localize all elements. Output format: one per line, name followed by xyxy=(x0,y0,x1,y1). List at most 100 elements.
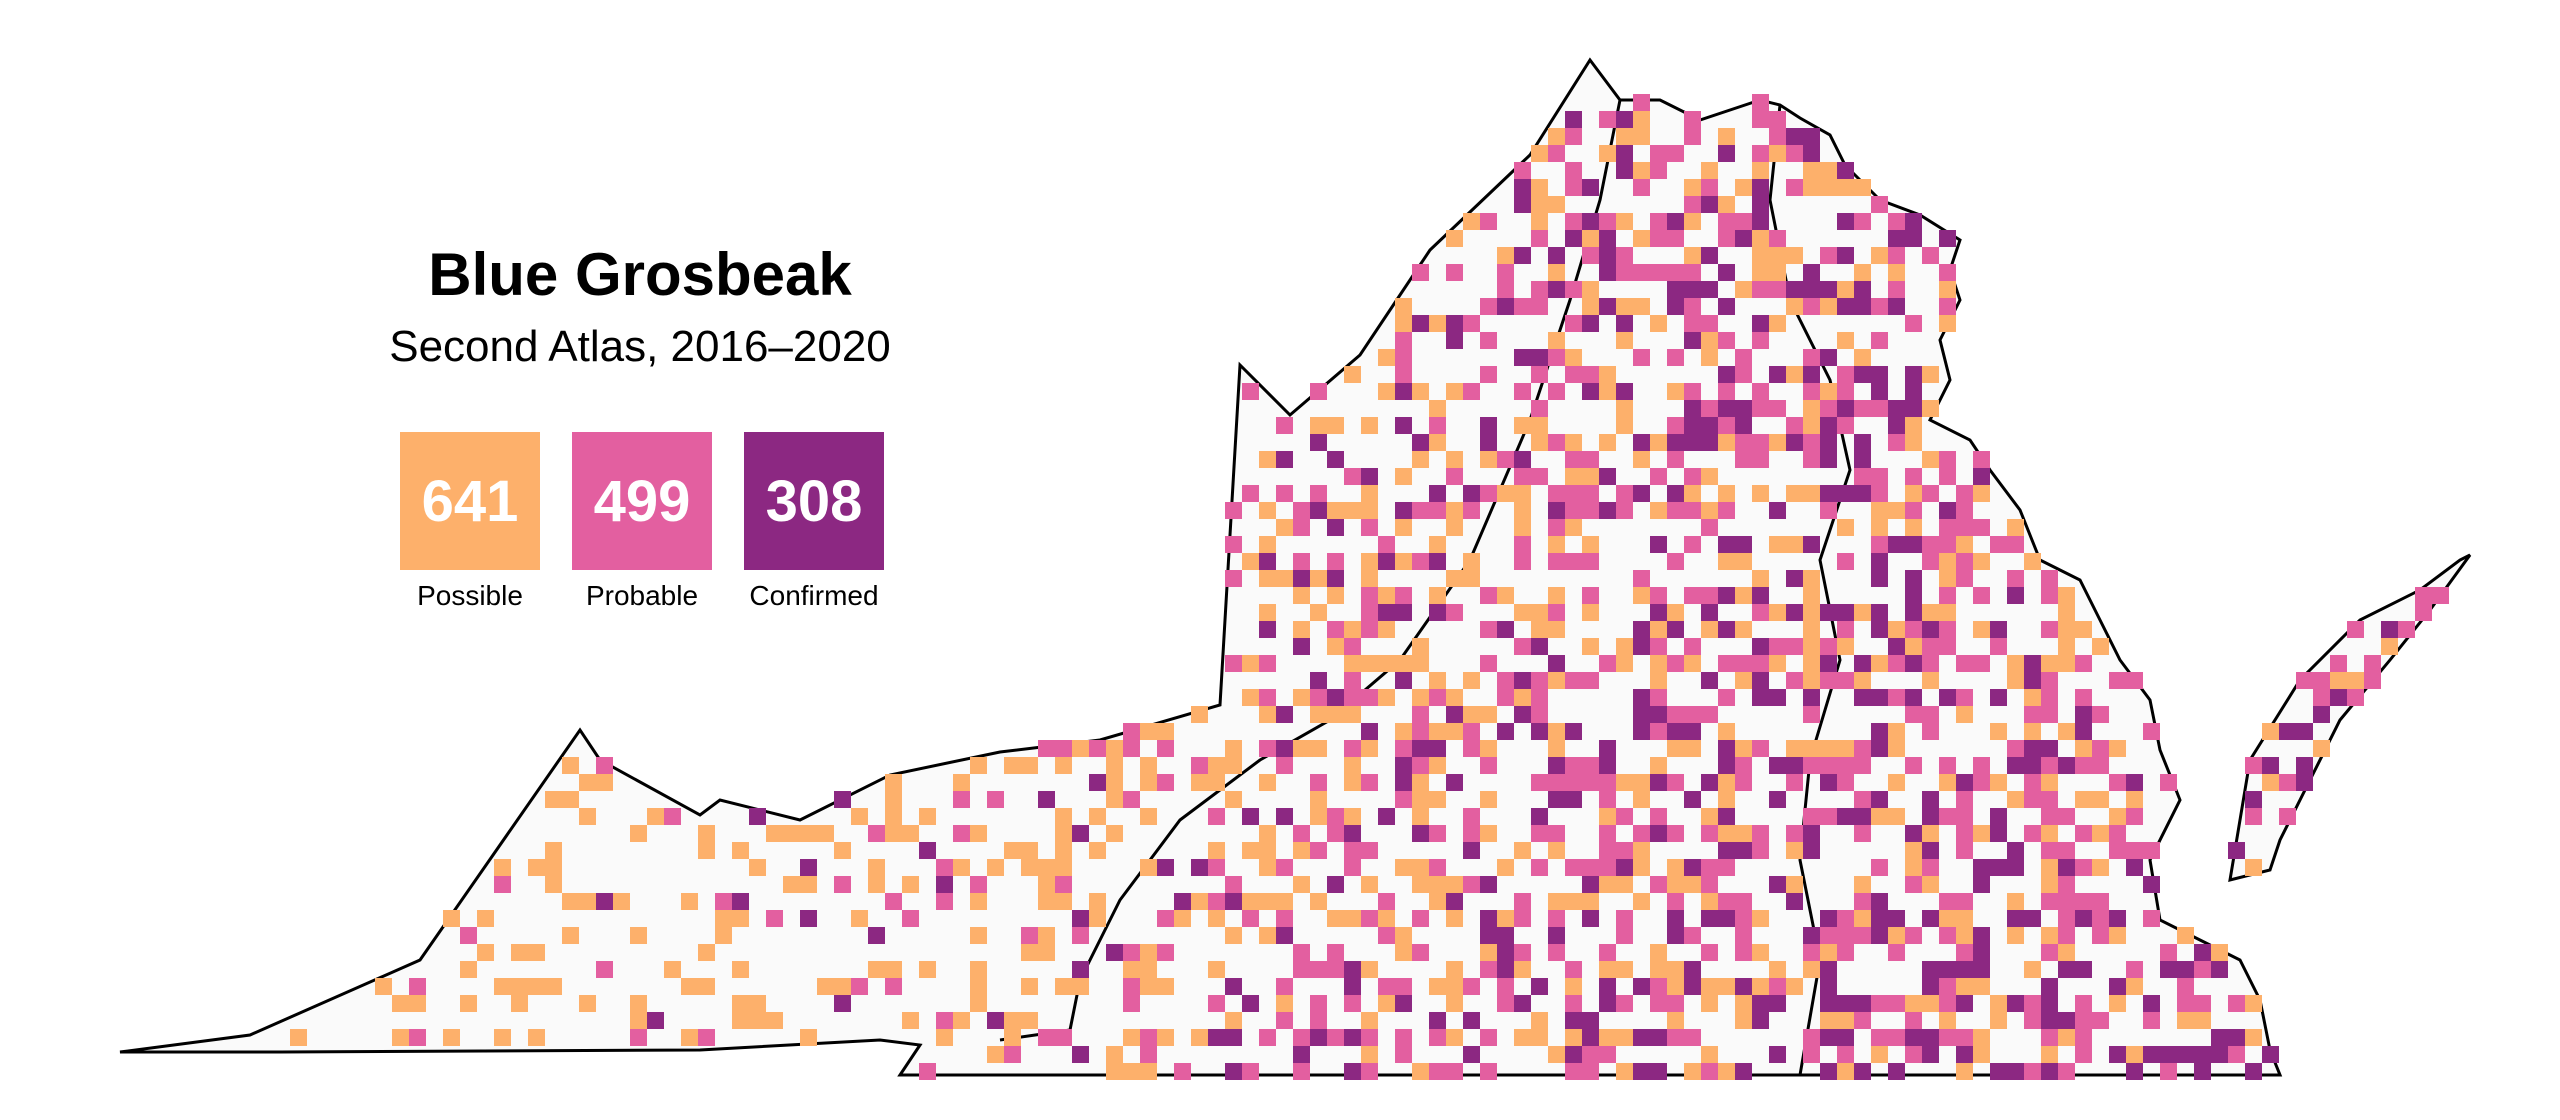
block-confirmed xyxy=(1310,502,1327,519)
block-confirmed xyxy=(1412,740,1429,757)
block-possible xyxy=(1446,978,1463,995)
block-probable xyxy=(2279,774,2296,791)
block-possible xyxy=(1905,519,1922,536)
block-possible xyxy=(1429,723,1446,740)
block-possible xyxy=(1463,553,1480,570)
block-possible xyxy=(1429,400,1446,417)
block-possible xyxy=(1548,264,1565,281)
block-possible xyxy=(1293,689,1310,706)
block-confirmed xyxy=(2024,910,2041,927)
block-possible xyxy=(1803,417,1820,434)
block-possible xyxy=(1004,757,1021,774)
block-possible xyxy=(1599,145,1616,162)
block-possible xyxy=(1055,842,1072,859)
block-possible xyxy=(1752,247,1769,264)
block-possible xyxy=(885,774,902,791)
block-possible xyxy=(1225,757,1242,774)
block-confirmed xyxy=(1276,740,1293,757)
block-possible xyxy=(1837,740,1854,757)
block-confirmed xyxy=(1718,621,1735,638)
block-possible xyxy=(1973,825,1990,842)
block-probable xyxy=(1446,468,1463,485)
block-possible xyxy=(1310,740,1327,757)
block-possible xyxy=(1055,825,1072,842)
block-possible xyxy=(1820,298,1837,315)
block-confirmed xyxy=(1854,485,1871,502)
block-confirmed xyxy=(1837,213,1854,230)
block-probable xyxy=(1531,689,1548,706)
block-confirmed xyxy=(1650,825,1667,842)
block-probable xyxy=(902,910,919,927)
block-probable xyxy=(2177,978,2194,995)
block-probable xyxy=(1769,638,1786,655)
block-probable xyxy=(1276,910,1293,927)
block-confirmed xyxy=(1888,230,1905,247)
block-possible xyxy=(1361,553,1378,570)
block-confirmed xyxy=(1310,1029,1327,1046)
block-confirmed xyxy=(2007,587,2024,604)
block-possible xyxy=(1021,757,1038,774)
block-probable xyxy=(1973,774,1990,791)
block-possible xyxy=(2058,944,2075,961)
block-possible xyxy=(2177,927,2194,944)
block-probable xyxy=(1123,740,1140,757)
block-confirmed xyxy=(1752,672,1769,689)
block-possible xyxy=(1956,706,1973,723)
block-confirmed xyxy=(1548,655,1565,672)
block-probable xyxy=(1582,757,1599,774)
block-probable xyxy=(1548,604,1565,621)
block-possible xyxy=(1650,655,1667,672)
block-possible xyxy=(596,774,613,791)
block-possible xyxy=(460,995,477,1012)
block-probable xyxy=(2075,655,2092,672)
block-possible xyxy=(1633,111,1650,128)
block-possible xyxy=(2245,995,2262,1012)
block-possible xyxy=(1446,230,1463,247)
block-possible xyxy=(766,825,783,842)
block-probable xyxy=(1786,417,1803,434)
block-possible xyxy=(1633,587,1650,604)
block-confirmed xyxy=(2211,1046,2228,1063)
block-possible xyxy=(1939,553,1956,570)
block-confirmed xyxy=(1684,400,1701,417)
block-possible xyxy=(1548,1046,1565,1063)
block-possible xyxy=(477,944,494,961)
block-possible xyxy=(1837,1063,1854,1080)
block-confirmed xyxy=(1973,876,1990,893)
block-possible xyxy=(1361,876,1378,893)
block-probable xyxy=(1361,519,1378,536)
legend-possible-box: 641 xyxy=(400,432,540,570)
block-possible xyxy=(1055,757,1072,774)
block-confirmed xyxy=(1667,281,1684,298)
block-possible xyxy=(443,910,460,927)
block-possible xyxy=(1259,451,1276,468)
block-possible xyxy=(1701,162,1718,179)
block-probable xyxy=(1684,298,1701,315)
block-possible xyxy=(1616,1029,1633,1046)
block-confirmed xyxy=(1531,723,1548,740)
block-possible xyxy=(1854,910,1871,927)
block-possible xyxy=(630,995,647,1012)
block-possible xyxy=(1531,196,1548,213)
block-possible xyxy=(1463,706,1480,723)
block-confirmed xyxy=(1446,893,1463,910)
block-probable xyxy=(1905,1046,1922,1063)
block-confirmed xyxy=(1888,910,1905,927)
block-possible xyxy=(1106,757,1123,774)
block-confirmed xyxy=(2041,740,2058,757)
block-probable xyxy=(1803,808,1820,825)
block-probable xyxy=(1667,893,1684,910)
block-possible xyxy=(698,978,715,995)
block-probable xyxy=(1973,519,1990,536)
block-possible xyxy=(1922,825,1939,842)
block-probable xyxy=(1854,825,1871,842)
block-confirmed xyxy=(1854,655,1871,672)
block-confirmed xyxy=(1667,621,1684,638)
block-confirmed xyxy=(2330,689,2347,706)
block-possible xyxy=(970,927,987,944)
block-probable xyxy=(1310,383,1327,400)
block-probable xyxy=(1514,910,1531,927)
block-probable xyxy=(1871,400,1888,417)
block-probable xyxy=(2313,689,2330,706)
block-possible xyxy=(1259,536,1276,553)
